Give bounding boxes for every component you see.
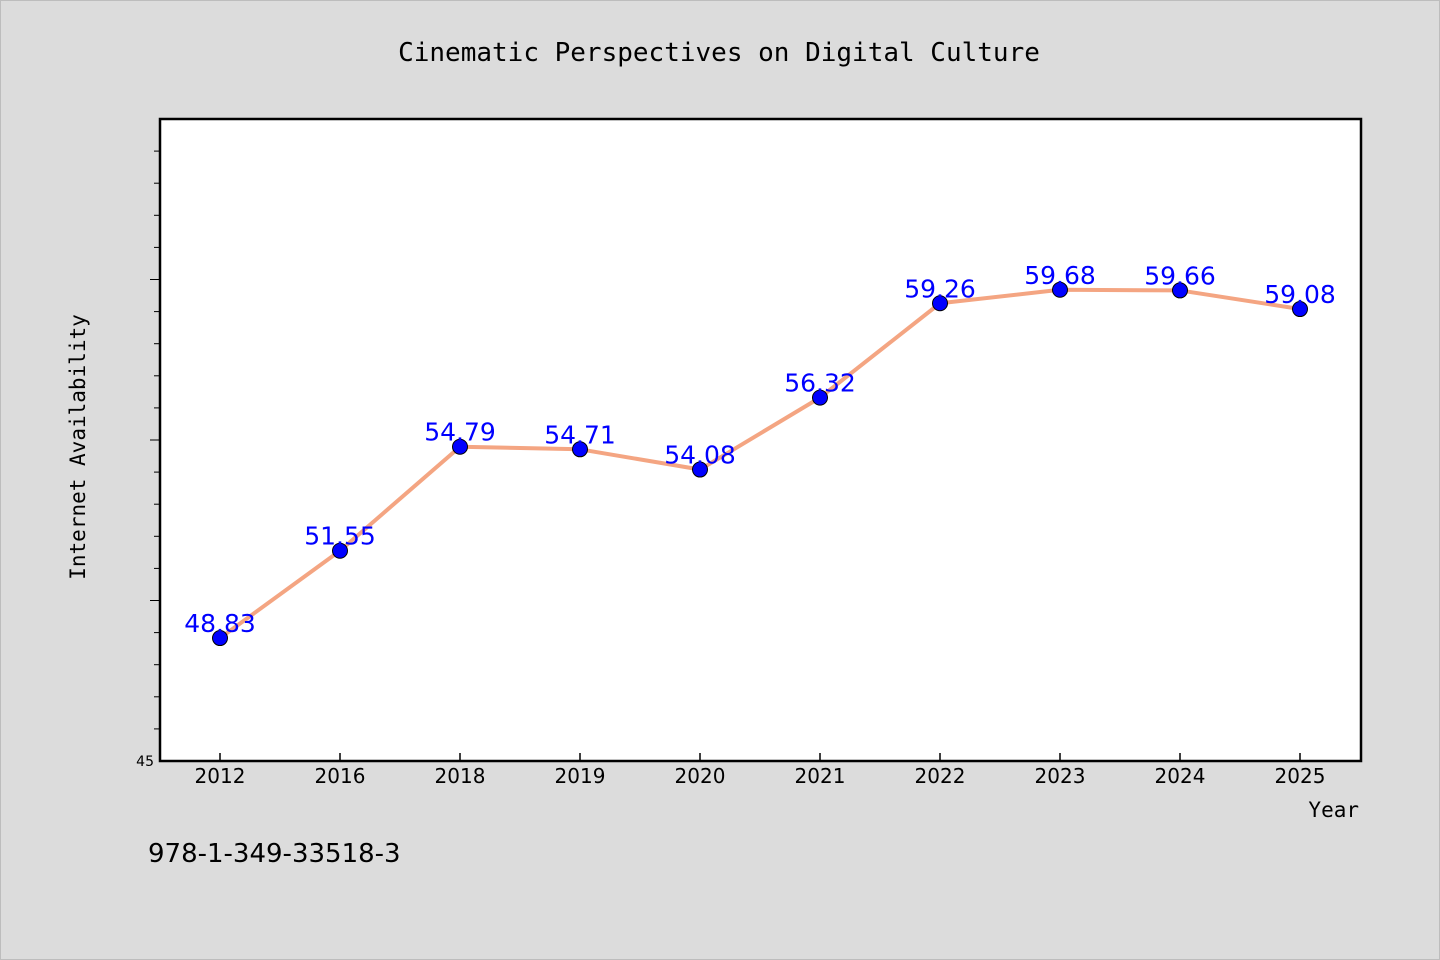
data-point xyxy=(1292,301,1308,318)
x-axis-title: Year xyxy=(1308,798,1359,822)
data-label: 59.68 xyxy=(1024,261,1096,290)
x-tick-label: 2016 xyxy=(315,764,366,788)
data-label: 59.08 xyxy=(1264,280,1336,309)
data-label: 59.26 xyxy=(904,274,976,303)
y-axis-title: Internet Availability xyxy=(66,314,90,580)
x-tick-label: 2012 xyxy=(195,764,246,788)
chart-title: Cinematic Perspectives on Digital Cultur… xyxy=(398,38,1040,68)
x-tick-label: 2024 xyxy=(1155,764,1206,788)
data-point xyxy=(932,295,948,312)
data-point xyxy=(452,438,468,455)
y-axis-ticks: 45 xyxy=(136,150,160,770)
x-tick-label: 2019 xyxy=(555,764,606,788)
x-tick-label: 2020 xyxy=(675,764,726,788)
x-tick-label: 2025 xyxy=(1275,764,1326,788)
x-tick-label: 2022 xyxy=(915,764,966,788)
data-point xyxy=(332,542,348,559)
x-tick-label: 2021 xyxy=(795,764,846,788)
series-group: 48.83 51.55 54.79 54.71 54.08 56.32 59.26 59.68… xyxy=(184,261,1336,647)
y-tick-label: 45 xyxy=(136,754,154,770)
data-point xyxy=(572,441,588,458)
x-axis-ticks: 2012 2016 2018 2019 2020 2021 2022 2023 2024 2025 xyxy=(195,753,1326,788)
data-label: 54.08 xyxy=(664,441,736,470)
x-tick-label: 2023 xyxy=(1035,764,1086,788)
series-line xyxy=(218,287,1302,641)
data-point xyxy=(212,630,228,647)
data-point xyxy=(812,389,828,406)
x-tick-label: 2018 xyxy=(435,764,486,788)
data-label: 56.32 xyxy=(784,369,856,398)
data-point xyxy=(1052,281,1068,298)
isbn-footer: 978-1-349-33518-3 xyxy=(148,839,401,869)
data-point xyxy=(692,461,708,478)
data-label: 54.71 xyxy=(544,420,616,449)
data-label: 59.66 xyxy=(1144,261,1216,290)
data-label: 48.83 xyxy=(184,609,256,638)
data-label: 51.55 xyxy=(304,522,376,551)
data-point xyxy=(1172,282,1188,299)
plot-area xyxy=(158,117,1363,763)
data-label: 54.79 xyxy=(424,418,496,447)
